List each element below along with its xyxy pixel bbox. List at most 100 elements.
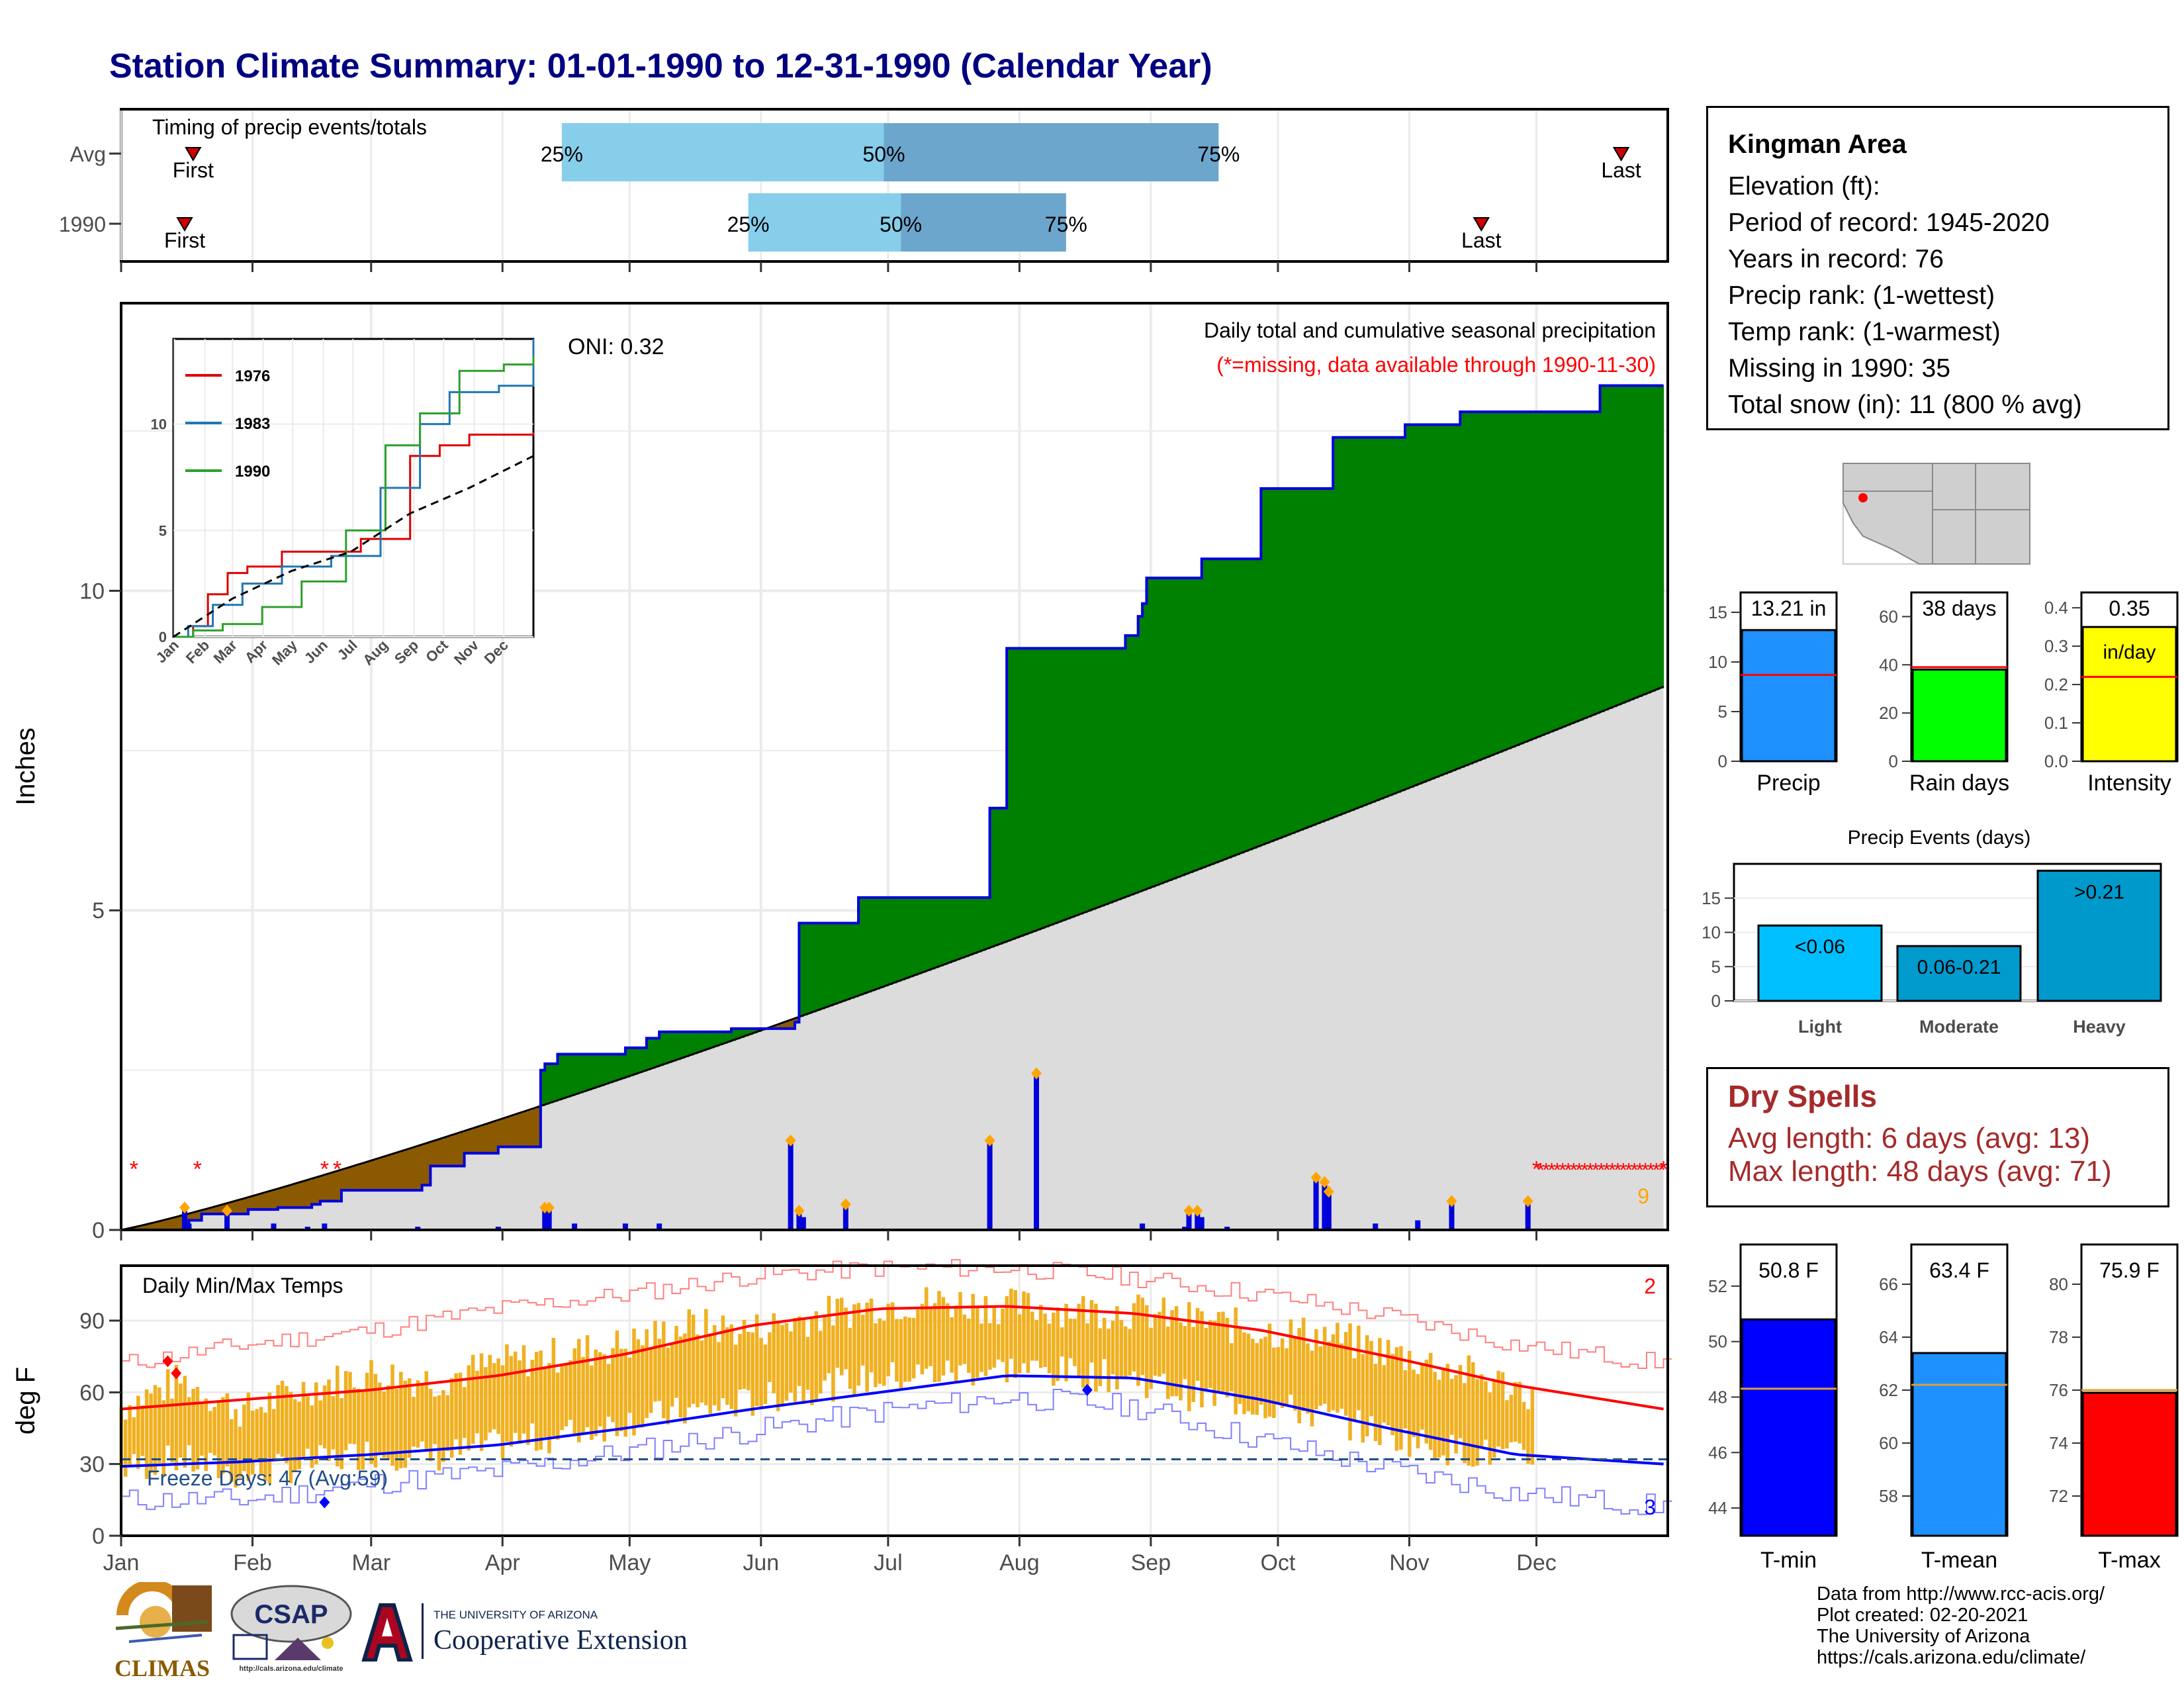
wetter-than-normal-area bbox=[1578, 412, 1584, 721]
daily-precip-marker bbox=[794, 1205, 805, 1217]
wetter-than-normal-area bbox=[998, 808, 1003, 945]
daily-temp-range bbox=[420, 1385, 424, 1442]
drier-than-normal-area bbox=[388, 1155, 393, 1191]
drier-than-normal-area bbox=[193, 1212, 198, 1221]
wetter-than-normal-area bbox=[1015, 648, 1020, 939]
daily-temp-range bbox=[1318, 1346, 1322, 1406]
wetter-than-normal-area bbox=[901, 897, 906, 980]
daily-temp-range bbox=[852, 1304, 856, 1397]
wetter-than-normal-area bbox=[811, 923, 817, 1013]
drier-than-normal-area bbox=[409, 1149, 414, 1191]
daily-temp-range bbox=[1174, 1306, 1179, 1396]
daily-temp-range bbox=[216, 1400, 221, 1478]
temp-stat-bar bbox=[2081, 1391, 2177, 1537]
drier-than-normal-area bbox=[379, 1158, 385, 1191]
timing-bar-50-75 bbox=[884, 123, 1219, 181]
drier-than-normal-area bbox=[536, 1107, 541, 1147]
events-bar bbox=[2036, 869, 2162, 1002]
wetter-than-normal-area bbox=[1256, 559, 1261, 847]
drier-than-normal-area bbox=[210, 1207, 215, 1214]
precip-y-tick: 0 bbox=[92, 1218, 105, 1243]
wetter-than-normal-area bbox=[1574, 412, 1580, 723]
wetter-than-normal-area bbox=[608, 1054, 614, 1084]
credit-line: Data from http://www.rcc-acis.org/ bbox=[1817, 1583, 2105, 1605]
average-min-line bbox=[120, 1374, 1664, 1468]
daily-temp-range bbox=[390, 1364, 394, 1466]
drier-than-normal-area bbox=[197, 1211, 203, 1221]
daily-precip-bar bbox=[1525, 1201, 1531, 1230]
daily-precip-bar bbox=[1373, 1223, 1379, 1230]
events-bar bbox=[1896, 945, 2022, 1002]
daily-precip-bar bbox=[304, 1227, 310, 1230]
daily-temp-range bbox=[946, 1303, 950, 1361]
oni-value: ONI: 0.32 bbox=[568, 334, 664, 359]
daily-precip-marker bbox=[1522, 1195, 1533, 1207]
daily-temp-range bbox=[475, 1370, 479, 1434]
daily-temp-range bbox=[1005, 1296, 1009, 1383]
wetter-than-normal-area bbox=[1477, 412, 1482, 761]
drier-than-normal-area bbox=[494, 1121, 499, 1154]
drier-than-normal-area bbox=[189, 1213, 194, 1221]
wetter-than-normal-area bbox=[1244, 559, 1249, 852]
daily-temp-range bbox=[1144, 1305, 1149, 1399]
wetter-than-normal-area bbox=[1108, 648, 1113, 904]
daily-precip-bar bbox=[1322, 1182, 1328, 1230]
daily-temp-range bbox=[1514, 1382, 1518, 1442]
daily-temp-range bbox=[763, 1344, 768, 1404]
wetter-than-normal-area bbox=[596, 1054, 601, 1088]
daily-temp-range bbox=[271, 1409, 276, 1462]
daily-temp-range bbox=[937, 1291, 941, 1382]
daily-temp-range bbox=[144, 1389, 149, 1479]
daily-temp-range bbox=[467, 1365, 471, 1451]
daily-temp-range bbox=[645, 1329, 649, 1419]
wetter-than-normal-area bbox=[1625, 385, 1630, 702]
daily-temp-range bbox=[717, 1342, 721, 1411]
wetter-than-normal-area bbox=[1273, 489, 1279, 841]
precip-y-label: Inches bbox=[11, 727, 40, 806]
drier-than-normal-area bbox=[252, 1196, 257, 1210]
daily-temp-range bbox=[560, 1366, 564, 1430]
stat-y-tick: 60 bbox=[1879, 606, 1898, 626]
drier-than-normal-area bbox=[282, 1187, 287, 1208]
wetter-than-normal-area bbox=[1218, 559, 1224, 862]
daily-temp-range bbox=[1170, 1310, 1174, 1397]
temp-stat-y-tick: 52 bbox=[1708, 1276, 1727, 1296]
daily-temp-range bbox=[903, 1316, 907, 1382]
wetter-than-normal-area bbox=[659, 1031, 664, 1066]
daily-temp-range bbox=[653, 1321, 657, 1402]
wetter-than-normal-area bbox=[1261, 489, 1266, 846]
daily-precip-marker bbox=[1319, 1176, 1330, 1188]
daily-temp-range bbox=[810, 1318, 814, 1405]
daily-temp-range bbox=[615, 1330, 619, 1436]
wetter-than-normal-area bbox=[1091, 648, 1097, 910]
wetter-than-normal-area bbox=[1316, 489, 1321, 824]
month-label: Jan bbox=[103, 1550, 140, 1575]
drier-than-normal-area bbox=[341, 1169, 346, 1191]
wetter-than-normal-area bbox=[642, 1047, 647, 1072]
page-title: Station Climate Summary: 01-01-1990 to 1… bbox=[109, 47, 1212, 85]
temp-panel: 0 30 60 90 deg F Daily Min/Max Temps Freeze Da… bbox=[11, 1259, 1672, 1549]
wetter-than-normal-area bbox=[854, 923, 859, 998]
daily-temp-range bbox=[890, 1302, 895, 1362]
wetter-than-normal-area bbox=[1600, 385, 1605, 712]
wetter-than-normal-area bbox=[1358, 437, 1363, 808]
inset-series-line bbox=[173, 455, 534, 638]
daily-temp-range bbox=[1331, 1334, 1336, 1411]
timing-marker-label: Last bbox=[1601, 158, 1641, 182]
wetter-than-normal-area bbox=[1095, 648, 1101, 909]
timing-title: Timing of precip events/totals bbox=[152, 115, 427, 139]
drier-than-normal-area bbox=[163, 1220, 169, 1230]
daily-precip-marker bbox=[840, 1198, 851, 1211]
credits: Data from http://www.rcc-acis.org/ Plot … bbox=[1817, 1583, 2105, 1668]
station-name: Kingman Area bbox=[1728, 130, 1907, 159]
wetter-than-normal-area bbox=[884, 897, 889, 987]
daily-temp-range bbox=[988, 1323, 992, 1370]
wetter-than-normal-area bbox=[1371, 437, 1376, 803]
daily-temp-range bbox=[611, 1348, 615, 1423]
wetter-than-normal-area bbox=[727, 1031, 732, 1043]
daily-temp-range bbox=[336, 1366, 340, 1467]
wetter-than-normal-area bbox=[1019, 648, 1024, 937]
temp-count-top: 2 bbox=[1644, 1274, 1656, 1298]
timing-row-label: 1990 bbox=[59, 212, 106, 236]
wetter-than-normal-area bbox=[1651, 385, 1656, 692]
